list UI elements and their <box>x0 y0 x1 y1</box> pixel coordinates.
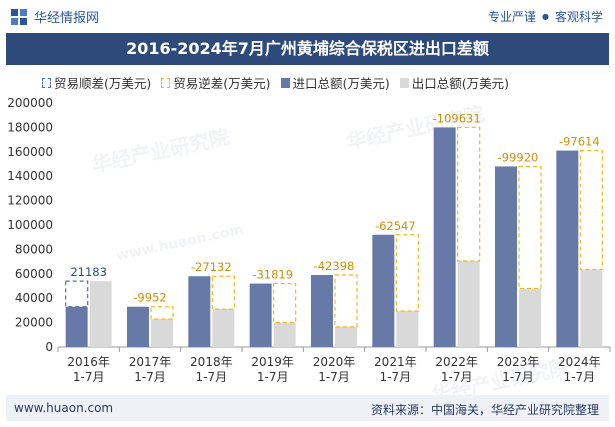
x-tick-label: 2018年 <box>190 355 233 369</box>
legend-label-deficit: 贸易逆差(万美元) <box>173 76 271 91</box>
balance-data-label: -27132 <box>191 260 232 274</box>
balance-data-label: -97614 <box>559 135 600 149</box>
export-bar <box>519 288 541 347</box>
tagline: 专业严谨 ● 客观科学 <box>488 8 603 25</box>
import-bar <box>127 306 149 347</box>
balance-data-label: -9952 <box>133 291 166 305</box>
x-tick-label: 1-7月 <box>134 370 166 384</box>
deficit-bar <box>334 274 358 328</box>
x-tick-label: 1-7月 <box>564 370 596 384</box>
deficit-bar <box>273 282 297 324</box>
deficit-bar <box>395 234 419 312</box>
legend-item-export[interactable]: 出口总额(万美元) <box>399 73 510 92</box>
import-bar <box>311 275 333 347</box>
x-tick-label: 2016年 <box>67 355 110 369</box>
export-bar <box>580 269 603 347</box>
legend-item-surplus[interactable]: 贸易顺差(万美元) <box>42 73 151 92</box>
export-bar <box>273 322 296 347</box>
deficit-bar <box>211 275 235 310</box>
x-tick-label: 1-7月 <box>441 370 473 384</box>
balance-data-label: -31819 <box>252 268 293 282</box>
deficit-bar <box>457 126 481 262</box>
import-bar <box>249 283 272 347</box>
balance-data-label: -42398 <box>314 259 355 273</box>
y-tick-label: 200000 <box>7 96 53 110</box>
x-tick-label: 2024年 <box>558 355 601 369</box>
x-tick-label: 1-7月 <box>73 370 105 384</box>
x-tick-label: 2017年 <box>129 355 172 369</box>
tagline-separator: ● <box>542 12 549 21</box>
legend-swatch-export <box>399 77 409 88</box>
y-tick-label: 0 <box>45 340 53 354</box>
balance-data-label: -109631 <box>433 111 481 125</box>
y-tick-label: 140000 <box>7 169 53 183</box>
tagline-right: 客观科学 <box>554 10 603 24</box>
tagline-left: 专业严谨 <box>487 10 536 24</box>
y-tick-label: 160000 <box>7 145 53 159</box>
balance-data-label: -99920 <box>498 150 539 164</box>
export-bar <box>89 281 112 347</box>
brand-name: 华经情报网 <box>34 11 100 26</box>
legend-item-deficit[interactable]: 贸易逆差(万美元) <box>161 73 271 92</box>
x-tick-label: 2023年 <box>497 355 540 369</box>
x-tick-label: 2019年 <box>251 355 294 369</box>
deficit-bar <box>150 306 174 320</box>
legend-swatch-deficit <box>161 77 171 88</box>
y-tick-label: 60000 <box>15 267 53 281</box>
export-bar <box>457 260 480 347</box>
export-bar <box>151 318 173 347</box>
legend-label-surplus: 贸易顺差(万美元) <box>54 76 152 91</box>
y-tick-label: 100000 <box>7 218 53 232</box>
legend-swatch-surplus <box>42 77 51 88</box>
y-tick-label: 180000 <box>7 120 53 134</box>
import-bar <box>495 166 517 347</box>
footer-source: 资料来源：中国海关，华经产业研究院整理 <box>370 403 599 417</box>
y-tick-label: 80000 <box>15 242 53 256</box>
export-bar <box>335 326 357 347</box>
legend-label-export: 出口总额(万美元) <box>411 76 510 91</box>
y-tick-label: 40000 <box>15 291 53 305</box>
import-bar <box>433 127 456 348</box>
import-bar <box>556 150 579 347</box>
footer: www.huaon.com 资料来源：中国海关，华经产业研究院整理 <box>6 395 609 421</box>
footer-url[interactable]: www.huaon.com <box>14 401 114 415</box>
deficit-bar <box>579 149 603 271</box>
export-bar <box>212 309 235 347</box>
export-bar <box>396 311 419 347</box>
surplus-bar <box>65 280 89 308</box>
import-bar <box>188 276 211 347</box>
x-tick-label: 2020年 <box>313 355 356 369</box>
y-tick-label: 20000 <box>15 316 53 330</box>
chart-title: 2016-2024年7月广州黄埔综合保税区进出口差额 <box>6 33 609 65</box>
import-bar <box>65 306 88 347</box>
y-tick-label: 120000 <box>7 194 53 208</box>
x-tick-label: 2021年 <box>374 355 417 369</box>
balance-data-label: -62547 <box>375 219 416 233</box>
x-tick-label: 2022年 <box>435 355 478 369</box>
legend-label-import: 进口总额(万美元) <box>292 76 390 91</box>
legend-item-import[interactable]: 进口总额(万美元) <box>280 73 390 92</box>
brand[interactable]: 华经情报网 <box>10 7 99 26</box>
logo-icon <box>11 8 27 25</box>
x-tick-label: 1-7月 <box>257 370 289 384</box>
chart-legend: 贸易顺差(万美元) 贸易逆差(万美元) 进口总额(万美元) 出口总额(万美元) <box>42 73 519 92</box>
top-bar: 华经情报网 专业严谨 ● 客观科学 <box>0 0 615 32</box>
import-bar <box>372 234 395 347</box>
deficit-bar <box>518 165 542 290</box>
x-tick-label: 1-7月 <box>196 370 228 384</box>
x-tick-label: 1-7月 <box>318 370 350 384</box>
x-tick-label: 1-7月 <box>380 370 412 384</box>
balance-data-label: 21183 <box>70 265 107 279</box>
legend-swatch-import <box>280 77 290 88</box>
x-tick-label: 1-7月 <box>502 370 534 384</box>
